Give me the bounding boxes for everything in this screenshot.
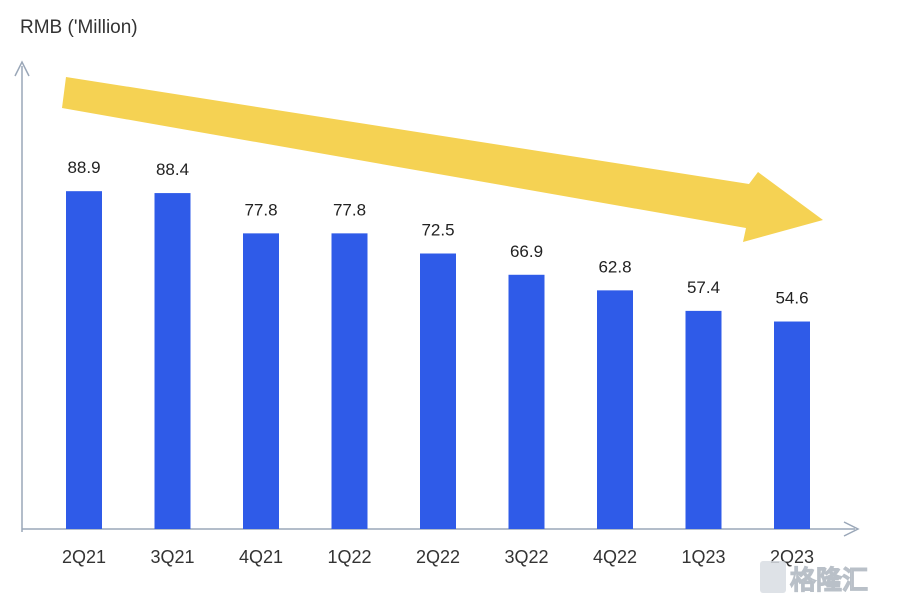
x-tick-label-2q21: 2Q21: [62, 547, 106, 567]
y-axis-label: RMB ('Million): [20, 17, 138, 38]
x-tick-label-1q23: 1Q23: [681, 547, 725, 567]
x-tick-label-4q22: 4Q22: [593, 547, 637, 567]
bar-4q21: [243, 233, 279, 530]
bar-2q21: [66, 191, 102, 529]
data-label-2q23: 54.6: [775, 289, 808, 308]
bar-2q23: [774, 321, 810, 529]
bar-3q22: [508, 274, 545, 529]
data-label-1q23: 57.4: [687, 278, 720, 297]
x-tick-label-3q22: 3Q22: [504, 547, 548, 567]
watermark-text: 格隆汇: [790, 565, 868, 595]
x-tick-label-3q21: 3Q21: [150, 547, 194, 567]
data-label-3q21: 88.4: [156, 160, 189, 179]
x-tick-label-2q22: 2Q22: [416, 547, 460, 567]
bar-2q22: [420, 253, 456, 529]
bars: [66, 191, 810, 530]
bar-1q22: [331, 233, 368, 530]
data-label-3q22: 66.9: [510, 242, 543, 261]
data-label-2q21: 88.9: [67, 158, 100, 177]
data-label-4q21: 77.8: [244, 200, 277, 219]
trend-arrow: [62, 77, 823, 242]
watermark: 格隆汇: [760, 561, 869, 596]
g-logo-icon: [760, 561, 786, 593]
x-tick-labels: 2Q21 3Q21 4Q21 1Q22 2Q22 3Q22 4Q22 1Q23 2Q23: [62, 547, 814, 567]
bar-3q21: [154, 193, 191, 529]
x-tick-label-1q22: 1Q22: [327, 547, 371, 567]
bar-4q22: [597, 290, 633, 529]
data-labels: 88.9 88.4 77.8 77.8 72.5 66.9 62.8 57.4 54.6: [67, 158, 808, 307]
x-tick-label-4q21: 4Q21: [239, 547, 283, 567]
data-label-2q22: 72.5: [421, 221, 454, 240]
bar-1q23: [685, 310, 722, 529]
data-label-1q22: 77.8: [333, 200, 366, 219]
x-axis-arrowhead: [843, 521, 860, 537]
y-axis-arrowhead: [14, 60, 30, 77]
data-label-4q22: 62.8: [598, 257, 631, 276]
